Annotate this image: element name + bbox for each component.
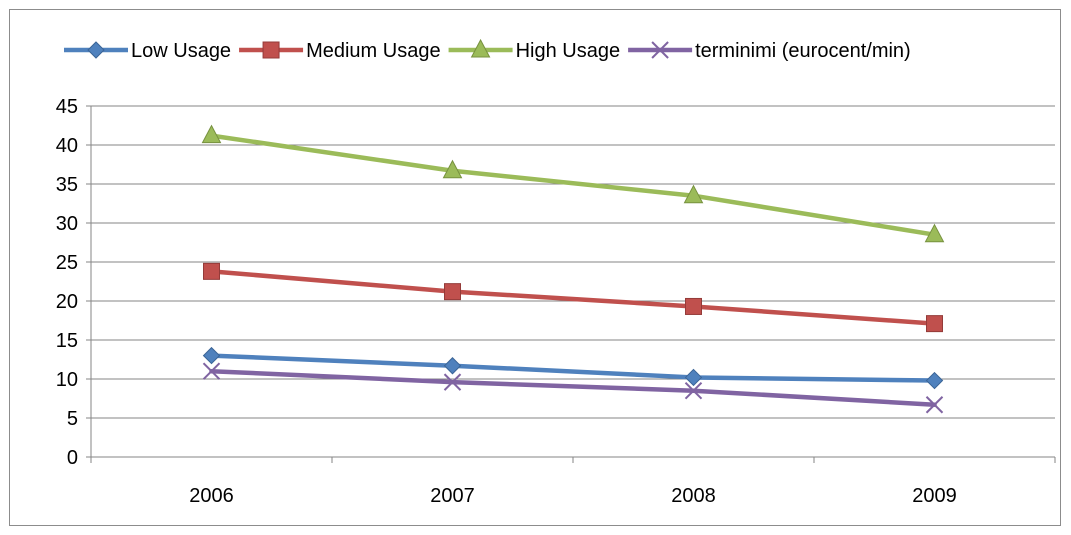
legend-label: terminimi (eurocent/min) <box>695 40 911 62</box>
series-4 <box>202 362 944 414</box>
series-line <box>209 269 937 326</box>
axes: 0 5 10 15 20 25 30 35 40 45 2006 2007 2008 2009 <box>56 96 1056 507</box>
y-tick-label: 15 <box>56 330 78 352</box>
data-point <box>202 362 221 380</box>
chart-frame <box>9 9 1061 526</box>
series-line <box>209 353 937 383</box>
x-tick-label: 2008 <box>671 485 716 507</box>
data-point <box>924 223 945 243</box>
legend-item-3: High Usage <box>448 38 621 62</box>
y-tick-label: 35 <box>56 174 78 196</box>
x-tick-label: 2009 <box>912 485 957 507</box>
y-tick-label: 25 <box>56 252 78 274</box>
legend-label: Low Usage <box>131 40 231 62</box>
gridlines <box>91 105 1055 419</box>
legend-label: High Usage <box>516 40 621 62</box>
data-point <box>926 315 943 333</box>
legend: Low Usage Medium Usage High Usage terminimi… <box>64 38 911 62</box>
data-point <box>685 297 702 315</box>
series-3 <box>201 124 945 243</box>
data-point <box>683 184 704 204</box>
legend-item-1: Low Usage <box>64 40 231 62</box>
y-tick-label: 20 <box>56 291 78 313</box>
series-2 <box>203 262 943 333</box>
series-1 <box>202 346 944 390</box>
legend-marker <box>262 41 280 59</box>
legend-item-4: terminimi (eurocent/min) <box>628 40 911 62</box>
data-point <box>203 262 220 280</box>
y-tick-label: 40 <box>56 135 78 157</box>
data-point <box>443 357 462 375</box>
data-point <box>684 381 703 400</box>
series-layer <box>201 124 945 414</box>
data-point <box>684 368 703 387</box>
data-point <box>442 159 463 179</box>
data-point <box>444 283 461 301</box>
series-line <box>209 133 937 237</box>
data-point <box>443 373 462 391</box>
legend-label: Medium Usage <box>306 40 441 62</box>
y-tick-label: 45 <box>56 96 78 118</box>
y-tick-label: 0 <box>67 447 78 469</box>
data-point <box>925 371 944 390</box>
data-point <box>925 396 944 414</box>
legend-marker <box>87 41 105 59</box>
legend-marker <box>651 41 669 59</box>
x-tick-label: 2006 <box>189 485 234 507</box>
y-tick-label: 30 <box>56 213 78 235</box>
data-point <box>201 124 222 144</box>
legend-item-2: Medium Usage <box>239 40 441 62</box>
x-tick-label: 2007 <box>430 485 475 507</box>
series-line <box>209 368 937 407</box>
legend-marker <box>470 38 491 58</box>
y-tick-label: 5 <box>67 408 78 430</box>
y-tick-label: 10 <box>56 369 78 391</box>
data-point <box>202 346 221 365</box>
